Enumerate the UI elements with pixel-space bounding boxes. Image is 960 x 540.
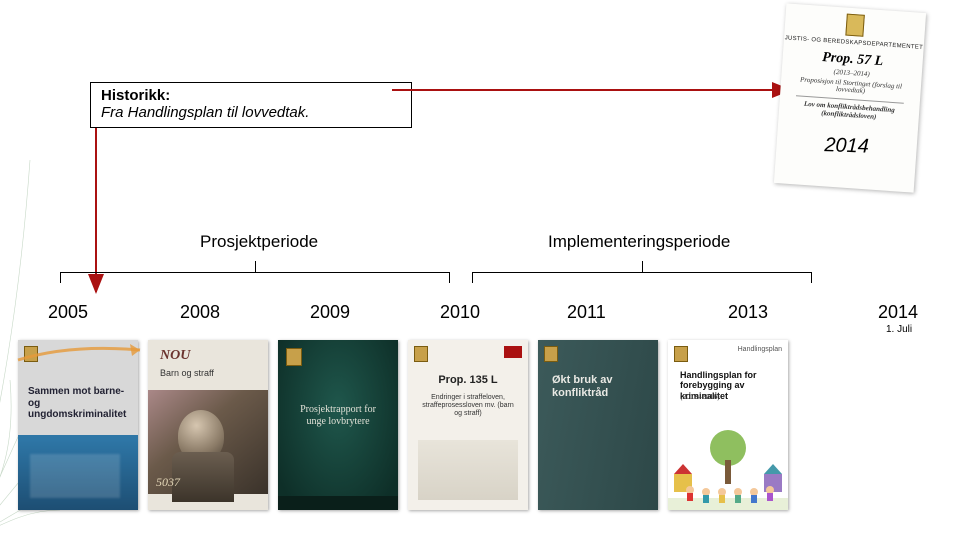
year-2013: 2013 — [728, 302, 768, 323]
year-2005: 2005 — [48, 302, 88, 323]
thumb-2013-sub: (2013–2016) — [674, 390, 726, 406]
header-title: Historikk: — [101, 87, 401, 104]
year-2011: 2011 — [567, 302, 606, 323]
thumb-2009-title: Prosjektrapport for unge lovbrytere — [286, 400, 390, 431]
crest-icon — [845, 14, 864, 37]
bracket-project — [60, 272, 450, 283]
thumb-2008-sub: Barn og straff — [154, 364, 220, 382]
year-2014-sub: 1. Juli — [886, 324, 912, 335]
prop-stamp-year: 2014 — [776, 132, 917, 160]
thumbnails-row: Sammen mot barne- og ungdomskriminalitet… — [18, 340, 788, 510]
thumb-2010: Prop. 135 L Endringer i straffeloven, st… — [408, 340, 528, 510]
year-2010: 2010 — [440, 302, 480, 323]
thumb-2008: NOU Barn og straff 5037 — [148, 340, 268, 510]
bracket-implement — [472, 272, 812, 283]
thumb-2010-sub: Endringer i straffeloven, straffeprosess… — [416, 390, 520, 422]
thumb-2005: Sammen mot barne- og ungdomskriminalitet — [18, 340, 138, 510]
thumb-2013: Handlingsplan Handlingsplan for forebygg… — [668, 340, 788, 510]
year-2008: 2008 — [180, 302, 220, 323]
header-box: Historikk: Fra Handlingsplan til lovvedt… — [90, 82, 412, 128]
prop-57l-document: JUSTIS- OG BEREDSKAPSDEPARTEMENTET Prop.… — [774, 3, 926, 192]
header-subtitle: Fra Handlingsplan til lovvedtak. — [101, 104, 401, 121]
thumb-2010-title: Prop. 135 L — [408, 370, 528, 391]
prop-law-line: Lov om konfliktrådsbehandling (konfliktr… — [787, 100, 912, 124]
phase-implement-label: Implementeringsperiode — [548, 232, 730, 252]
thumb-2011: Økt bruk av konfliktråd — [538, 340, 658, 510]
year-2014: 2014 — [878, 302, 918, 323]
thumb-2005-title: Sammen mot barne- og ungdomskriminalitet — [22, 382, 134, 425]
phase-project-label: Prosjektperiode — [200, 232, 318, 252]
thumb-2009: Prosjektrapport for unge lovbrytere — [278, 340, 398, 510]
thumb-2011-title: Økt bruk av konfliktråd — [546, 370, 650, 403]
year-2009: 2009 — [310, 302, 350, 323]
